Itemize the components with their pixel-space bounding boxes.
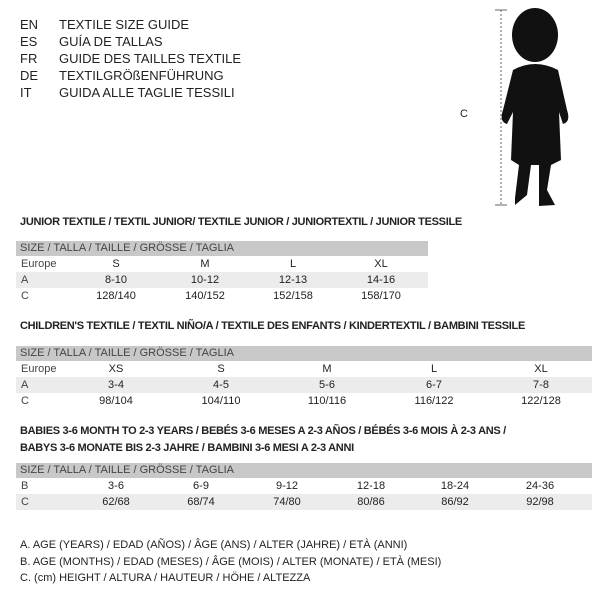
cell: 9-12 [275,480,299,492]
cell: XL [534,363,548,375]
cell: 128/140 [96,290,136,302]
cell: 12-13 [278,274,308,286]
cell: 6-9 [193,480,209,492]
row-label: B [21,480,29,492]
cell: 74/80 [273,496,301,508]
cell: 68/74 [187,496,215,508]
legend-b: B. AGE (MONTHS) / EDAD (MESES) / ÂGE (MO… [20,556,442,568]
table-row: C 98/104 104/110 110/116 116/122 122/128 [16,393,592,409]
cell: 6-7 [426,379,442,391]
junior-title: JUNIOR TEXTILE / TEXTIL JUNIOR/ TEXTILE … [20,216,462,228]
babies-size-table: SIZE / TALLA / TAILLE / GRÖSSE / TAGLIA … [16,463,592,510]
cell: 12-18 [356,480,386,492]
table-row: Europe S M L XL [16,256,428,272]
cell: 18-24 [440,480,470,492]
cell: 62/68 [102,496,130,508]
row-label: C [21,395,29,407]
junior-size-table: SIZE / TALLA / TAILLE / GRÖSSE / TAGLIA … [16,241,428,304]
row-label: Europe [21,363,57,375]
cell: 92/98 [526,496,554,508]
cell: 3-4 [108,379,124,391]
table-header: SIZE / TALLA / TAILLE / GRÖSSE / TAGLIA [16,346,592,361]
cell: 152/158 [273,290,313,302]
babies-title-line-2: BABYS 3-6 MONATE BIS 2-3 JAHRE / BAMBINI… [20,442,354,454]
cell: 122/128 [521,395,561,407]
cell: 158/170 [361,290,401,302]
cell: S [112,258,120,270]
row-label: Europe [21,258,57,270]
header-line-es: ES GUÍA DE TALLAS [20,34,163,49]
cell: M [200,258,210,270]
babies-title-line-1: BABIES 3-6 MONTH TO 2-3 YEARS / BEBÉS 3-… [20,425,506,437]
header-line-de: DE TEXTILGRÖßENFÜHRUNG [20,68,224,83]
cell: 14-16 [366,274,396,286]
cell: L [430,363,438,375]
header-line-fr: FR GUIDE DES TAILLES TEXTILE [20,51,242,66]
height-label: C [460,108,468,120]
cell: 10-12 [190,274,220,286]
cell: L [289,258,297,270]
cell: 8-10 [104,274,128,286]
cell: 98/104 [99,395,133,407]
cell: 86/92 [441,496,469,508]
cell: 4-5 [213,379,229,391]
legend-a: A. AGE (YEARS) / EDAD (AÑOS) / ÂGE (ANS)… [20,539,408,551]
cell: S [217,363,225,375]
cell: 7-8 [533,379,549,391]
cell: M [322,363,332,375]
cell: 3-6 [108,480,124,492]
legend-c: C. (cm) HEIGHT / ALTURA / HAUTEUR / HÖHE… [20,572,311,584]
row-label: C [21,496,29,508]
cell: 140/152 [185,290,225,302]
table-row: C 62/68 68/74 74/80 80/86 86/92 92/98 [16,494,592,510]
row-label: A [21,274,29,286]
cell: 24-36 [525,480,555,492]
cell: 5-6 [319,379,335,391]
row-label: A [21,379,29,391]
cell: 110/116 [307,395,347,407]
table-row: Europe XS S M L XL [16,361,592,377]
baby-silhouette-icon [495,8,569,206]
table-header: SIZE / TALLA / TAILLE / GRÖSSE / TAGLIA [16,463,592,478]
table-row: A 8-10 10-12 12-13 14-16 [16,272,428,288]
cell: XS [108,363,124,375]
table-row: C 128/140 140/152 152/158 158/170 [16,288,428,304]
header-line-it: IT GUIDA ALLE TAGLIE TESSILI [20,85,235,100]
row-label: C [21,290,29,302]
cell: XL [374,258,388,270]
table-header: SIZE / TALLA / TAILLE / GRÖSSE / TAGLIA [16,241,428,256]
children-size-table: SIZE / TALLA / TAILLE / GRÖSSE / TAGLIA … [16,346,592,409]
children-title: CHILDREN'S TEXTILE / TEXTIL NIÑO/A / TEX… [20,320,525,332]
cell: 116/122 [414,395,454,407]
cell: 80/86 [357,496,385,508]
table-row: A 3-4 4-5 5-6 6-7 7-8 [16,377,592,393]
header-line-en: EN TEXTILE SIZE GUIDE [20,17,190,32]
cell: 104/110 [201,395,241,407]
table-row: B 3-6 6-9 9-12 12-18 18-24 24-36 [16,478,592,494]
